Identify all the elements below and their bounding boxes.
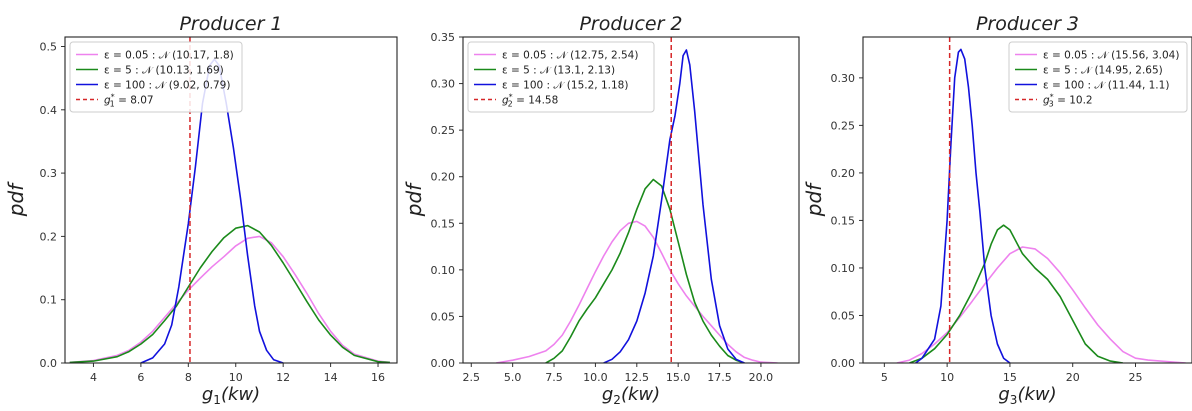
chart-panel-3: Producer 3 0.00 0.05 0.10 0.15 0.20 0.25 0.30 5 1… [802,13,1192,407]
x-tick-label: 6 [137,371,144,384]
series-line-1 [69,235,390,363]
x-tick-label: 15.0 [666,371,691,384]
y-tick-label: 0.15 [431,217,456,230]
series-line-2 [69,224,390,363]
y-tick-label: 0.20 [431,171,456,184]
series-group [495,49,778,363]
series-line-2 [909,224,1124,363]
y-tick-label: 0.2 [40,230,58,243]
legend-label: g* 3 = 10.2 [1043,93,1093,109]
x-tick-label: 5.0 [504,371,522,384]
x-tick-label: 10.0 [583,371,608,384]
x-tick-label: 25 [1128,371,1142,384]
series-line-2 [545,178,745,363]
x-tick-label: 10 [229,371,243,384]
legend-label: ε = 5 : 𝒩 (10.13, 1.69) [104,65,224,77]
y-tick-label: 0.30 [431,78,456,91]
x-tick-label: 12.5 [625,371,650,384]
series-line-1 [495,220,778,363]
legend-label: ε = 100 : 𝒩 (15.2, 1.18) [502,80,628,92]
chart-title: Producer 1 [179,13,282,35]
x-tick-label: 8 [185,371,192,384]
y-tick-label: 0.00 [831,357,856,370]
y-tick-label: 0.05 [831,309,856,322]
legend-label: ε = 0.05 : 𝒩 (15.56, 3.04) [1043,50,1179,62]
legend-label: ε = 100 : 𝒩 (11.44, 1.1) [1043,80,1169,92]
x-axis-label: g3(kw) [998,384,1056,407]
series-line-3 [915,48,1011,363]
plot-frame [862,36,1192,364]
legend-box [69,41,243,113]
chart-title: Producer 3 [976,13,1079,35]
x-tick-label: 12 [276,371,290,384]
legend-label: ε = 5 : 𝒩 (13.1, 2.13) [502,65,615,77]
y-axis-label: pdf [402,181,426,217]
y-tick-label: 0.30 [831,72,856,85]
x-tick-label: 16 [371,371,385,384]
y-tick-label: 0.0 [40,357,58,370]
chart-panel-1: Producer 1 0.0 0.1 0.2 0.3 0.4 0.5 4 6 8 10 12 14 16 p… [4,13,398,407]
x-tick-label: 7.5 [545,371,563,384]
x-tick-label: 20 [1066,371,1080,384]
series-line-3 [603,49,745,363]
x-tick-label: 20.0 [749,371,774,384]
y-tick-label: 0.4 [40,104,58,117]
legend: ε = 0.05 : 𝒩 (10.17, 1.8) ε = 5 : 𝒩 (10.1… [69,41,243,113]
legend: ε = 0.05 : 𝒩 (12.75, 2.54) ε = 5 : 𝒩 (13.… [467,41,655,113]
x-axis-label: g2(kw) [602,384,660,407]
chart-panel-2: Producer 2 0.00 0.05 0.10 0.15 0.20 0.25 0.30 0.… [402,13,800,407]
y-tick-label: 0.35 [431,31,456,44]
y-tick-label: 0.05 [431,310,456,323]
legend-label: ε = 100 : 𝒩 (9.02, 0.79) [104,80,230,92]
legend-label: ε = 0.05 : 𝒩 (10.17, 1.8) [104,50,234,62]
plot-frame [64,36,398,364]
y-tick-label: 0.00 [431,357,456,370]
y-tick-label: 0.1 [40,294,58,307]
legend-label: g* 2 = 14.58 [502,93,558,109]
chart-title: Producer 2 [579,13,682,35]
x-tick-label: 5 [881,371,888,384]
series-line-1 [896,246,1186,363]
legend-box [1008,41,1188,113]
x-tick-label: 10 [940,371,954,384]
x-tick-label: 15 [1003,371,1017,384]
legend-label: g* 1 = 8.07 [104,93,154,109]
x-tick-label: 2.5 [463,371,481,384]
x-tick-label: 14 [324,371,338,384]
legend-box [467,41,655,113]
y-axis-label: pdf [4,181,28,217]
y-tick-label: 0.20 [831,167,856,180]
y-tick-label: 0.3 [40,167,58,180]
y-tick-label: 0.10 [431,264,456,277]
x-tick-label: 4 [90,371,97,384]
x-axis-label: g1(kw) [202,384,260,407]
legend-label: ε = 5 : 𝒩 (14.95, 2.65) [1043,65,1163,77]
series-group [896,48,1186,363]
legend: ε = 0.05 : 𝒩 (15.56, 3.04) ε = 5 : 𝒩 (14.… [1008,41,1188,113]
y-tick-label: 0.25 [831,119,856,132]
y-tick-label: 0.15 [831,214,856,227]
y-axis-label: pdf [802,181,826,217]
y-tick-label: 0.5 [40,40,58,53]
x-tick-label: 17.5 [707,371,732,384]
legend-label: ε = 0.05 : 𝒩 (12.75, 2.54) [502,50,638,62]
plot-frame [462,36,800,364]
y-tick-label: 0.25 [431,124,456,137]
y-tick-label: 0.10 [831,262,856,275]
